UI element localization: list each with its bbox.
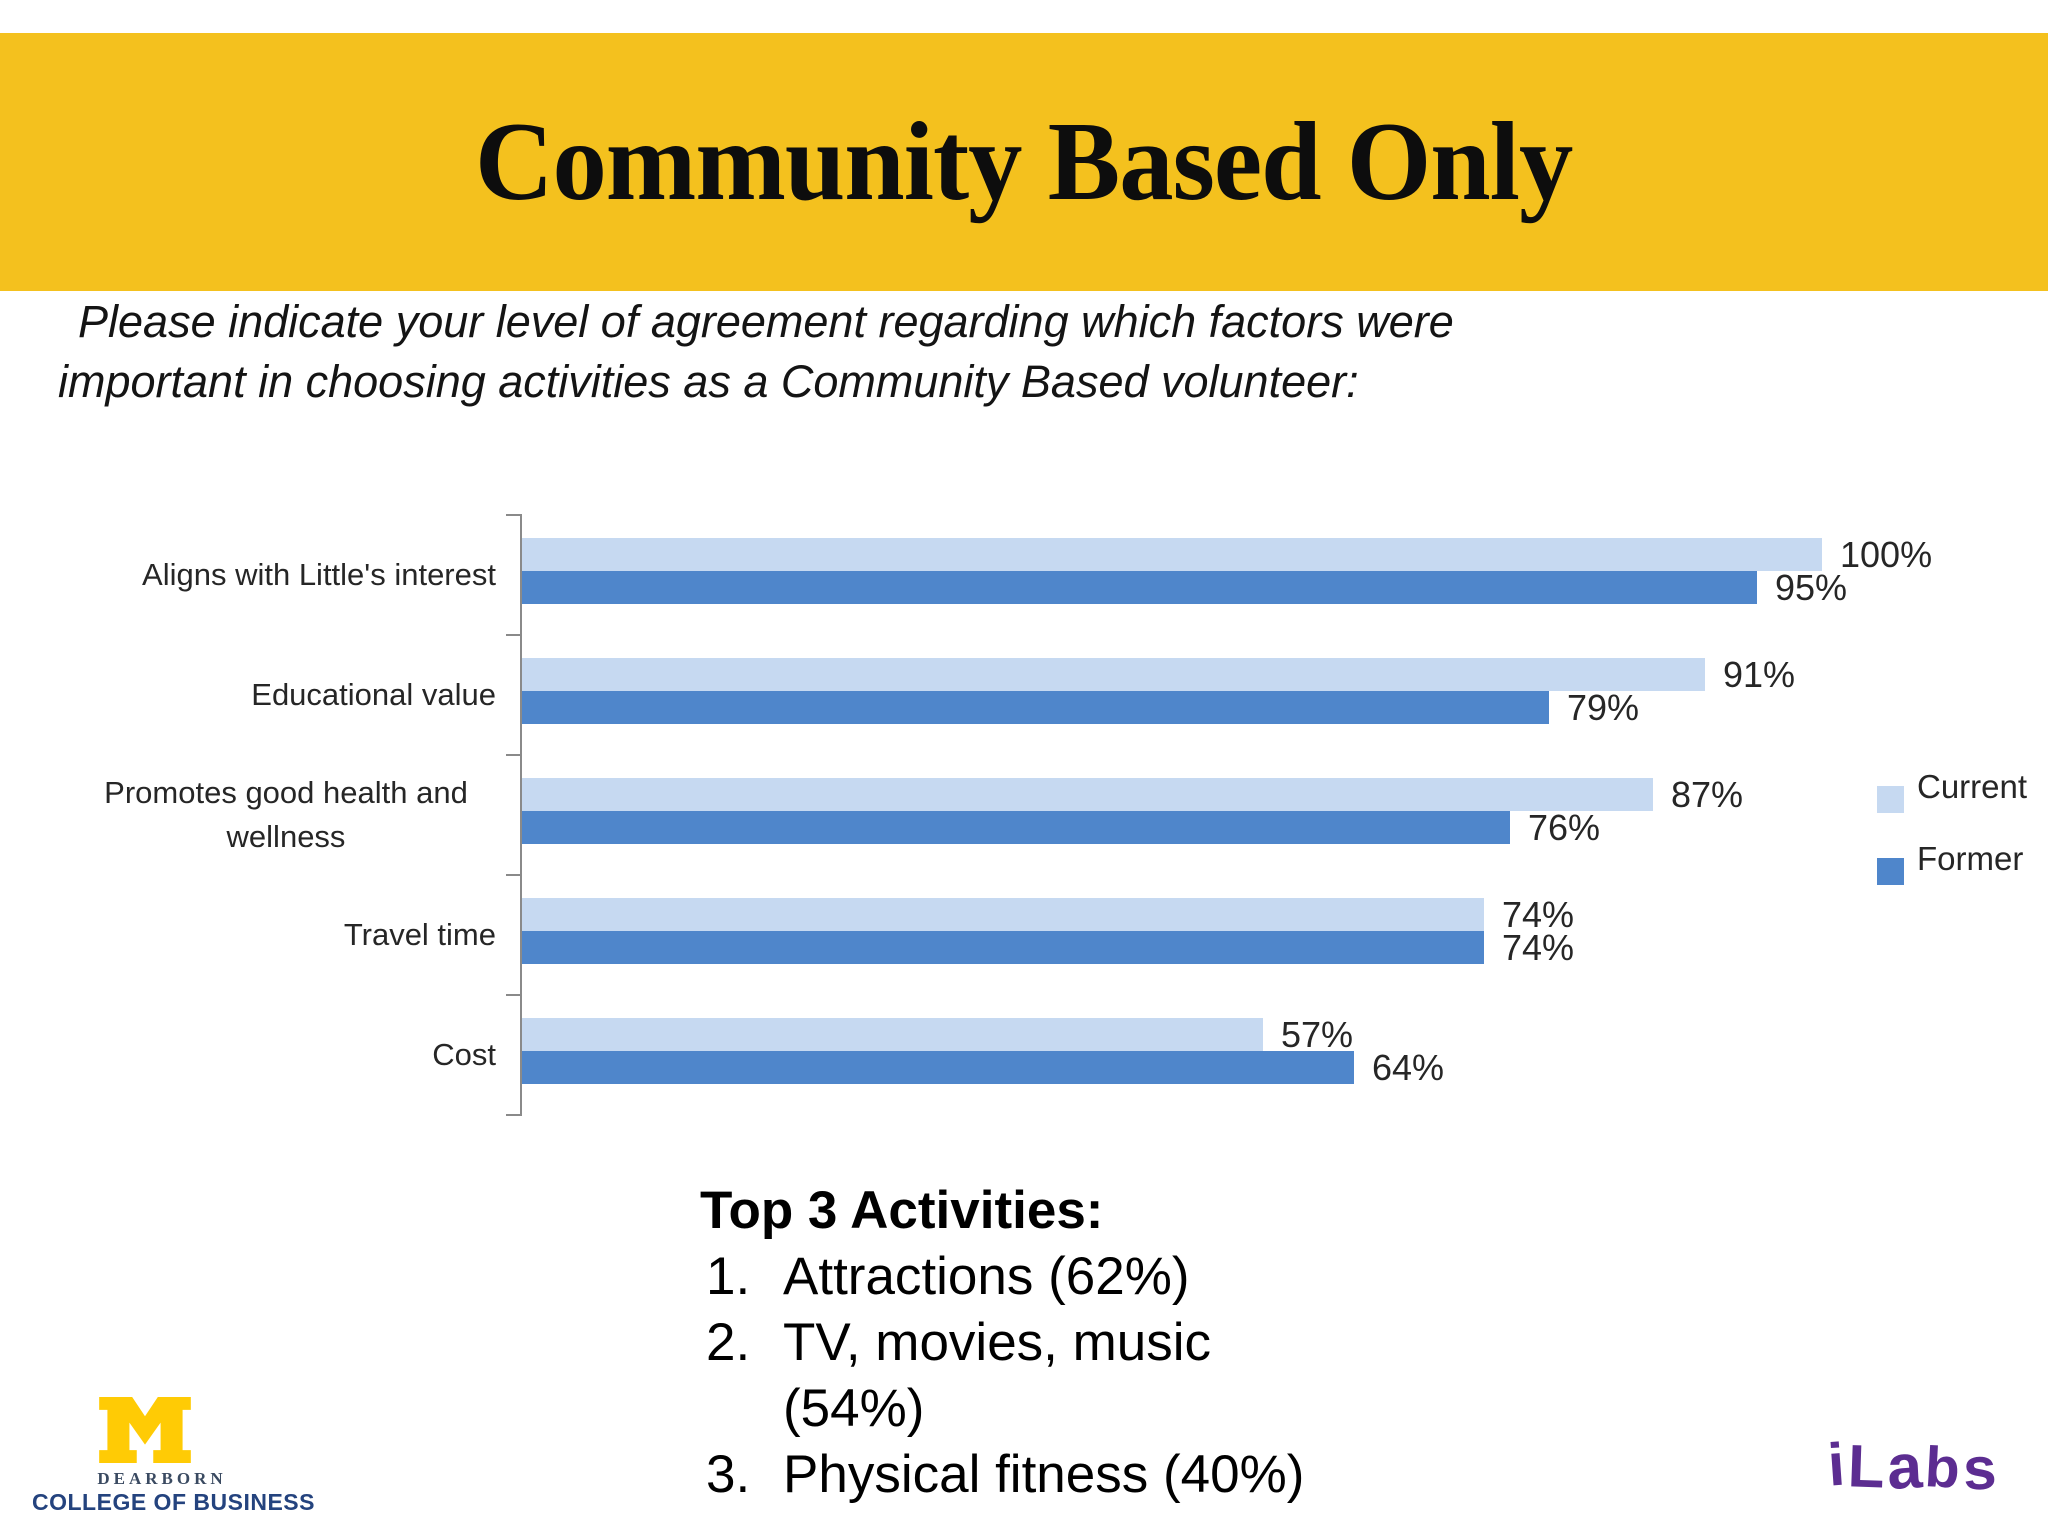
bar-current (522, 538, 1822, 571)
slide-subtitle: Please indicate your level of agreement … (58, 292, 1454, 412)
category-label-text: Educational value (251, 677, 496, 712)
category-label-text: Aligns with Little's interest (142, 557, 496, 592)
category-label: Educational value (36, 635, 496, 755)
top3-item: 2. TV, movies, music (54%) (700, 1310, 1304, 1442)
top3-activities: Top 3 Activities: 1. Attractions (62%) 2. T… (700, 1178, 1304, 1508)
bar-value-label: 64% (1372, 1047, 1445, 1088)
bar-value-label: 79% (1567, 687, 1640, 728)
bar-former (522, 1051, 1354, 1084)
top3-item: 3. Physical fitness (40%) (700, 1442, 1304, 1508)
umd-campus-label: DEARBORN (97, 1469, 227, 1488)
top3-item-text: Attractions (62%) (783, 1247, 1190, 1306)
title-banner: Community Based Only (0, 33, 2048, 291)
bar-current (522, 778, 1653, 811)
top3-item-text: TV, movies, music (54%) (783, 1313, 1212, 1438)
chart-axis (520, 515, 522, 1115)
legend-label-former: Former (1917, 840, 2024, 877)
bar-current (522, 658, 1705, 691)
legend-label-current: Current (1917, 768, 2028, 805)
subtitle-line-2: important in choosing activities as a Co… (58, 356, 1359, 407)
top3-heading: Top 3 Activities: (700, 1181, 1104, 1240)
bar-former (522, 691, 1549, 724)
slide-title: Community Based Only (475, 99, 1573, 224)
top3-item-number: 2. (706, 1313, 751, 1372)
bar-current (522, 898, 1484, 931)
axis-tick (506, 994, 522, 996)
bar-value-label: 95% (1775, 567, 1848, 608)
bar-current (522, 1018, 1263, 1051)
um-dearborn-logo: DEARBORN COLLEGE OF BUSINESS (32, 1393, 315, 1523)
bar-value-label: 91% (1723, 654, 1796, 695)
legend-swatch-current (1877, 786, 1904, 813)
axis-tick (506, 634, 522, 636)
subtitle-line-1: Please indicate your level of agreement … (78, 296, 1454, 347)
bar-value-label: 87% (1671, 774, 1744, 815)
category-label-text: Travel time (343, 917, 496, 952)
top3-item-text: Physical fitness (40%) (783, 1445, 1305, 1504)
top3-item: 1. Attractions (62%) (700, 1244, 1304, 1310)
ilabs-letter: b (1923, 1435, 1965, 1501)
legend-swatch-former (1877, 858, 1904, 885)
category-label: Aligns with Little's interest (36, 515, 496, 635)
ilabs-letter: s (1962, 1434, 2001, 1503)
category-label: Travel time (36, 875, 496, 995)
category-label-text: Cost (432, 1037, 496, 1072)
top3-item-number: 1. (706, 1247, 751, 1306)
axis-tick (506, 1114, 522, 1116)
category-label-text: Promotes good health and wellness (104, 775, 468, 854)
bar-value-label: 100% (1840, 534, 1933, 575)
bar-value-label: 57% (1281, 1014, 1354, 1055)
top3-list: 1. Attractions (62%) 2. TV, movies, music (5… (700, 1244, 1304, 1508)
top3-item-number: 3. (706, 1445, 751, 1504)
axis-tick (506, 874, 522, 876)
category-label: Promotes good health and wellness (36, 755, 496, 875)
category-label: Cost (36, 995, 496, 1115)
block-m-icon (99, 1397, 191, 1463)
bar-value-label: 74% (1502, 927, 1575, 968)
umd-college-label: COLLEGE OF BUSINESS (32, 1489, 315, 1515)
bar-value-label: 74% (1502, 894, 1575, 935)
axis-tick (506, 754, 522, 756)
bar-value-label: 76% (1528, 807, 1601, 848)
ilabs-letter: a (1885, 1431, 1928, 1503)
ilabs-logo: iLabs (1826, 1430, 2001, 1503)
ilabs-letter: L (1846, 1432, 1889, 1501)
bar-former (522, 811, 1510, 844)
axis-tick (506, 514, 522, 516)
bar-former (522, 931, 1484, 964)
bar-former (522, 571, 1757, 604)
